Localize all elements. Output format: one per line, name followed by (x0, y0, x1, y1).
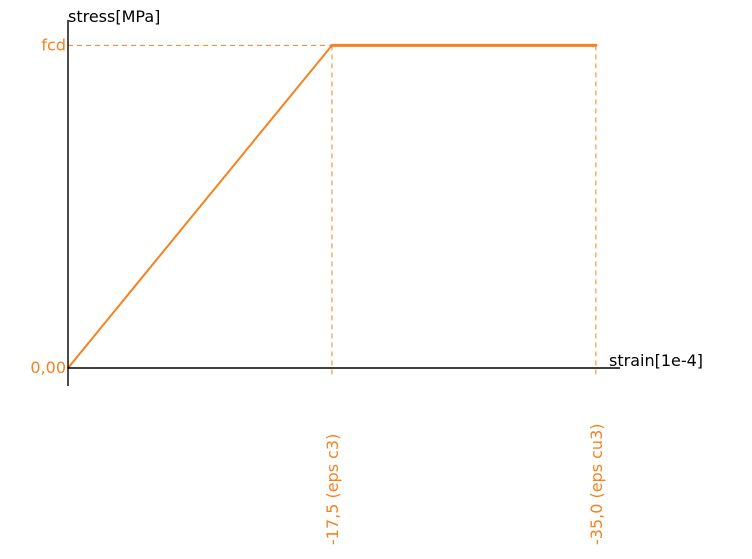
x-tick-labels: -17,5 (eps c3) -35,0 (eps cu3) (323, 423, 606, 545)
y-axis-title: stress[MPa] (68, 7, 160, 26)
curve-point-2 (330, 44, 333, 47)
x-tick-label-2: -35,0 (eps cu3) (587, 423, 606, 545)
curve-point-3 (594, 44, 597, 47)
y-tick-labels: fcd 0,00 (30, 35, 66, 377)
y-tick-label-2: 0,00 (30, 358, 66, 377)
x-axis-title: strain[1e-4] (609, 351, 703, 370)
y-tick-label-1: fcd (41, 35, 66, 54)
curve-segment-1 (67, 44, 333, 369)
guide-lines (68, 44, 597, 375)
x-tick-label-1: -17,5 (eps c3) (323, 434, 342, 545)
